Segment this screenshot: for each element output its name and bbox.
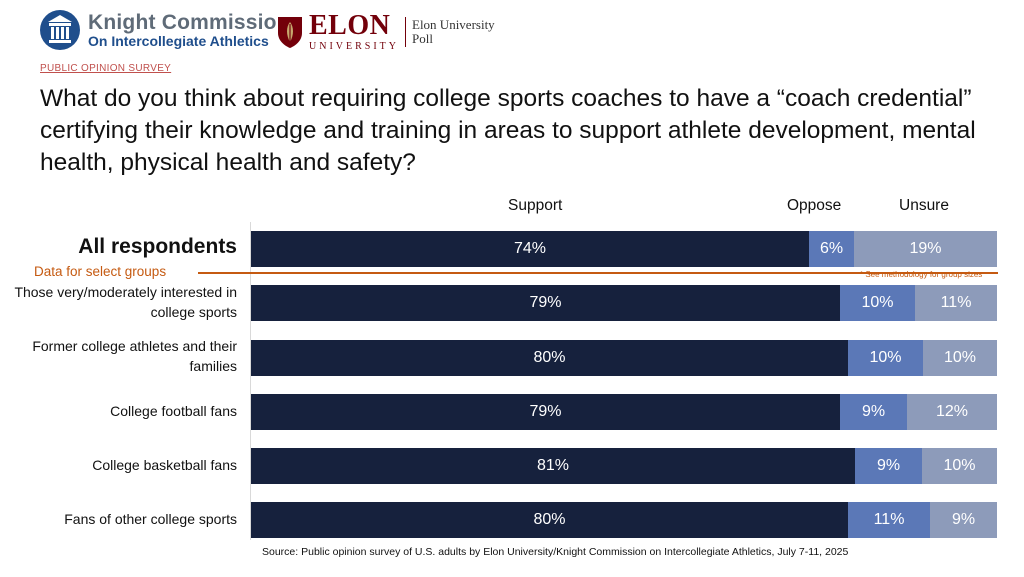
bar-unsure-row-6: 9%: [930, 502, 997, 538]
data-label-support-row-3: 80%: [533, 349, 566, 366]
data-label-unsure-row-2: 11%: [940, 294, 972, 311]
data-label-unsure-row-5: 10%: [943, 457, 976, 474]
data-label-support-row-6: 80%: [533, 511, 566, 528]
knight-commission-logo: Knight Commission On Intercollegiate Ath…: [40, 10, 290, 50]
survey-tag: PUBLIC OPINION SURVEY: [40, 63, 172, 74]
bar-support-row-1: 74%: [251, 231, 809, 267]
bar-oppose-row-6: 11%: [848, 502, 930, 538]
bar-support-row-6: 80%: [251, 502, 848, 538]
legend-oppose: Oppose: [787, 197, 842, 214]
category-label-interested: Those very/moderately interested in coll…: [14, 284, 237, 320]
data-label-unsure-row-6: 9%: [951, 511, 976, 528]
elon-poll-line1: Elon University: [412, 17, 495, 33]
legend-unsure: Unsure: [899, 197, 949, 214]
data-label-oppose-row-5: 9%: [876, 457, 901, 474]
select-groups-divider: [198, 272, 998, 274]
data-label-oppose-row-1: 6%: [819, 240, 844, 257]
data-label-oppose-row-6: 11%: [873, 511, 905, 528]
elon-shield-icon: [278, 17, 302, 48]
category-label-basketball-fans: College basketball fans: [92, 457, 237, 473]
bar-oppose-row-5: 9%: [855, 448, 922, 484]
select-groups-label: Data for select groups: [34, 264, 167, 279]
bar-oppose-row-3: 10%: [848, 340, 923, 376]
elon-poll-line2: Poll: [412, 31, 433, 46]
bar-support-row-2: 79%: [251, 285, 840, 321]
logo-divider: [405, 17, 406, 47]
methodology-note: * See methodology for group sizes: [860, 270, 983, 279]
knight-commission-emblem-icon: [40, 10, 80, 50]
data-label-unsure-row-1: 19%: [909, 240, 942, 257]
source-note: Source: Public opinion survey of U.S. ad…: [262, 546, 849, 558]
data-label-unsure-row-4: 12%: [935, 403, 969, 420]
bar-unsure-row-3: 10%: [923, 340, 997, 376]
elon-logo-wordmark: ELON: [309, 10, 391, 41]
bar-unsure-row-2: 11%: [915, 285, 997, 321]
category-axis-line: [250, 222, 251, 540]
data-label-oppose-row-2: 10%: [861, 294, 894, 311]
kc-logo-title: Knight Commission: [88, 10, 290, 34]
category-label-other-fans: Fans of other college sports: [64, 511, 237, 527]
bar-unsure-row-4: 12%: [907, 394, 997, 430]
bar-oppose-row-1: 6%: [809, 231, 854, 267]
data-label-oppose-row-3: 10%: [869, 349, 902, 366]
data-label-support-row-1: 74%: [513, 240, 547, 257]
bar-oppose-row-2: 10%: [840, 285, 915, 321]
elon-logo-subtitle: UNIVERSITY: [309, 41, 399, 52]
bar-support-row-5: 81%: [251, 448, 855, 484]
chart-title: What do you think about requiring colleg…: [40, 85, 976, 176]
category-label-former-athletes: Former college athletes and their famili…: [32, 338, 237, 374]
data-label-unsure-row-3: 10%: [943, 349, 977, 366]
data-label-support-row-4: 79%: [529, 403, 562, 420]
category-label-all-respondents: All respondents: [78, 235, 237, 258]
kc-logo-subtitle: On Intercollegiate Athletics: [88, 32, 269, 49]
bar-support-row-4: 79%: [251, 394, 840, 430]
data-label-support-row-2: 79%: [529, 294, 562, 311]
category-label-football-fans: College football fans: [110, 403, 237, 419]
legend-support: Support: [508, 197, 563, 214]
bar-oppose-row-4: 9%: [840, 394, 907, 430]
data-label-support-row-5: 81%: [536, 457, 570, 474]
data-label-oppose-row-4: 9%: [861, 403, 886, 420]
bar-unsure-row-1: 19%: [854, 231, 997, 267]
elon-poll-logo: ELON UNIVERSITY Elon University Poll: [277, 12, 495, 52]
bar-unsure-row-5: 10%: [922, 448, 997, 484]
bar-support-row-3: 80%: [251, 340, 848, 376]
